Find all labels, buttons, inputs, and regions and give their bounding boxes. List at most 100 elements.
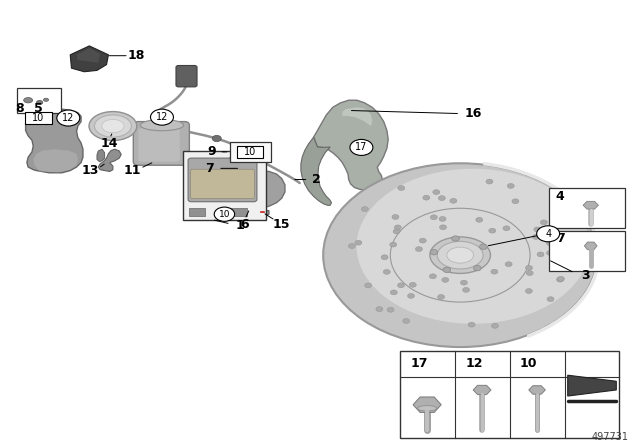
Circle shape (57, 110, 80, 126)
Bar (549, 188, 625, 228)
Circle shape (512, 199, 519, 204)
Circle shape (492, 323, 499, 328)
Text: 17: 17 (355, 142, 367, 152)
Ellipse shape (102, 119, 124, 133)
Bar (17, 88, 61, 113)
Polygon shape (255, 207, 269, 216)
Text: 10: 10 (244, 147, 256, 157)
Circle shape (350, 139, 373, 155)
Polygon shape (583, 201, 598, 209)
Circle shape (557, 276, 564, 281)
Circle shape (491, 269, 498, 274)
Circle shape (150, 109, 173, 125)
Ellipse shape (36, 100, 43, 104)
Bar (183, 151, 266, 220)
Polygon shape (77, 48, 100, 63)
Circle shape (503, 226, 510, 231)
Circle shape (534, 227, 541, 232)
Circle shape (505, 262, 512, 267)
Circle shape (429, 274, 436, 279)
FancyBboxPatch shape (188, 158, 257, 202)
Text: 5: 5 (34, 102, 43, 115)
Circle shape (540, 220, 547, 225)
Text: 10: 10 (520, 358, 538, 370)
Ellipse shape (89, 112, 137, 141)
Circle shape (452, 236, 460, 241)
Circle shape (226, 157, 241, 168)
Circle shape (440, 225, 447, 230)
Polygon shape (529, 386, 545, 394)
FancyBboxPatch shape (191, 169, 254, 198)
Polygon shape (314, 100, 388, 190)
Circle shape (433, 190, 440, 194)
Text: 8: 8 (15, 102, 24, 115)
Text: 12: 12 (156, 112, 168, 122)
Circle shape (390, 242, 397, 247)
Circle shape (376, 306, 383, 311)
Circle shape (547, 241, 554, 246)
Bar (230, 142, 271, 162)
Circle shape (547, 297, 554, 302)
Circle shape (474, 266, 481, 271)
Circle shape (245, 149, 252, 155)
Ellipse shape (95, 115, 131, 137)
Circle shape (526, 271, 533, 276)
Circle shape (241, 146, 256, 157)
Circle shape (537, 226, 559, 242)
Polygon shape (413, 397, 441, 413)
Polygon shape (584, 242, 597, 250)
Ellipse shape (417, 405, 436, 411)
Circle shape (443, 267, 451, 272)
Text: 18: 18 (128, 49, 145, 62)
Circle shape (212, 135, 221, 142)
Circle shape (537, 252, 544, 257)
Circle shape (508, 184, 514, 188)
Text: 16: 16 (464, 107, 482, 120)
Bar (237, 146, 262, 158)
Ellipse shape (356, 169, 589, 324)
Ellipse shape (140, 120, 184, 131)
Polygon shape (226, 171, 285, 208)
Circle shape (439, 216, 446, 221)
Circle shape (214, 207, 235, 221)
Circle shape (403, 319, 410, 323)
Circle shape (547, 250, 554, 255)
Polygon shape (97, 149, 104, 162)
Circle shape (419, 238, 426, 243)
Circle shape (430, 250, 438, 255)
Circle shape (408, 293, 415, 298)
Circle shape (394, 225, 401, 230)
Ellipse shape (447, 247, 474, 263)
Bar (231, 208, 246, 216)
Circle shape (381, 255, 388, 260)
Text: 2: 2 (312, 173, 321, 186)
Text: 10: 10 (32, 113, 44, 123)
Text: 6: 6 (241, 218, 249, 231)
Polygon shape (473, 385, 491, 395)
Circle shape (398, 185, 404, 190)
Ellipse shape (437, 241, 483, 269)
Circle shape (568, 246, 575, 251)
Circle shape (423, 195, 430, 200)
Text: 9: 9 (207, 145, 216, 159)
Polygon shape (26, 109, 83, 173)
Text: 12: 12 (62, 113, 74, 123)
FancyBboxPatch shape (176, 65, 197, 87)
Circle shape (438, 294, 445, 299)
Text: 4: 4 (556, 190, 564, 203)
Circle shape (383, 269, 390, 274)
Polygon shape (301, 137, 332, 205)
Polygon shape (99, 149, 121, 172)
Text: 7: 7 (556, 232, 564, 245)
Polygon shape (33, 149, 78, 172)
Circle shape (442, 277, 449, 282)
Ellipse shape (323, 163, 597, 347)
Circle shape (532, 234, 540, 239)
Circle shape (154, 112, 164, 118)
Circle shape (392, 215, 399, 220)
Circle shape (525, 289, 532, 293)
Circle shape (557, 277, 564, 282)
FancyBboxPatch shape (226, 163, 241, 179)
Circle shape (460, 280, 467, 285)
Circle shape (387, 307, 394, 312)
